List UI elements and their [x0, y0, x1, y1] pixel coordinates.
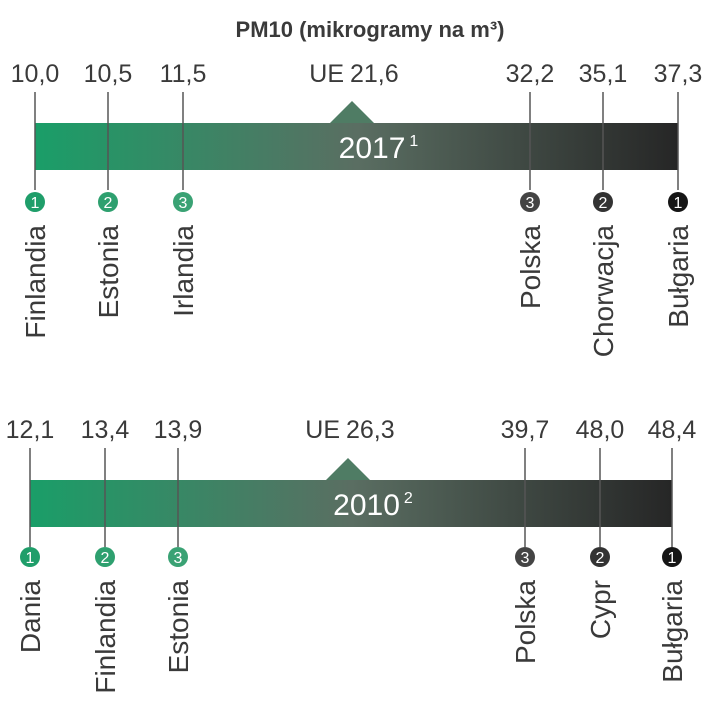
rank: 1 — [668, 550, 677, 567]
rank-badge — [662, 547, 682, 567]
rank-badge — [668, 192, 688, 212]
country: Estonia — [163, 580, 194, 674]
value: 39,7 — [501, 416, 550, 444]
year-label: 2010 2 — [333, 489, 413, 522]
country: Irlandia — [168, 225, 199, 317]
rank: 1 — [26, 550, 35, 567]
value: 32,2 — [506, 60, 555, 88]
rank: 2 — [596, 550, 605, 567]
rank: 1 — [674, 195, 683, 212]
rank-badge — [20, 547, 40, 567]
value: 48,0 — [576, 416, 625, 444]
value: 37,3 — [654, 60, 703, 88]
rank: 3 — [521, 550, 530, 567]
value: 11,5 — [160, 60, 207, 88]
rank-badge — [590, 547, 610, 567]
rank-badge — [520, 192, 540, 212]
country: Dania — [15, 580, 46, 654]
rank: 2 — [101, 550, 110, 567]
year: 2010 — [333, 489, 400, 522]
eu-label: UE — [305, 416, 340, 444]
eu-value: 21,6 — [350, 60, 399, 88]
rank: 3 — [174, 550, 183, 567]
rank: 2 — [104, 195, 113, 212]
rank: 2 — [599, 195, 608, 212]
year: 2017 — [339, 132, 406, 165]
eu-label: UE — [309, 60, 344, 88]
rank: 3 — [526, 195, 535, 212]
country: Cypr — [585, 580, 616, 639]
rank-badge — [25, 192, 45, 212]
footnote: 2 — [404, 490, 413, 507]
country: Chorwacja — [588, 225, 619, 358]
country: Estonia — [93, 225, 124, 319]
rank-badge — [173, 192, 193, 212]
value: 35,1 — [579, 60, 628, 88]
country: Finlandia — [20, 225, 51, 339]
country: Polska — [515, 225, 546, 309]
year-label: 2017 1 — [339, 132, 419, 165]
value: 13,4 — [81, 416, 130, 444]
footnote: 1 — [409, 133, 418, 150]
rank-badge — [515, 547, 535, 567]
value: 48,4 — [648, 416, 697, 444]
value: 12,1 — [6, 416, 55, 444]
value: 13,9 — [154, 416, 203, 444]
rank-badge — [593, 192, 613, 212]
country: Finlandia — [90, 580, 121, 694]
bar — [30, 480, 672, 527]
rank-badge — [168, 547, 188, 567]
value: 10,0 — [11, 60, 60, 88]
country: Polska — [510, 580, 541, 664]
rank: 3 — [179, 195, 188, 212]
country: Bułgaria — [657, 580, 688, 683]
rank: 1 — [31, 195, 40, 212]
eu-value: 26,3 — [346, 416, 395, 444]
eu-marker — [326, 458, 370, 480]
bar — [35, 123, 678, 170]
rank-badge — [95, 547, 115, 567]
title: PM10 (mikrogramy na m³) — [236, 17, 505, 42]
country: Bułgaria — [663, 225, 694, 328]
eu-marker — [330, 101, 374, 123]
value: 10,5 — [84, 60, 133, 88]
rank-badge — [98, 192, 118, 212]
